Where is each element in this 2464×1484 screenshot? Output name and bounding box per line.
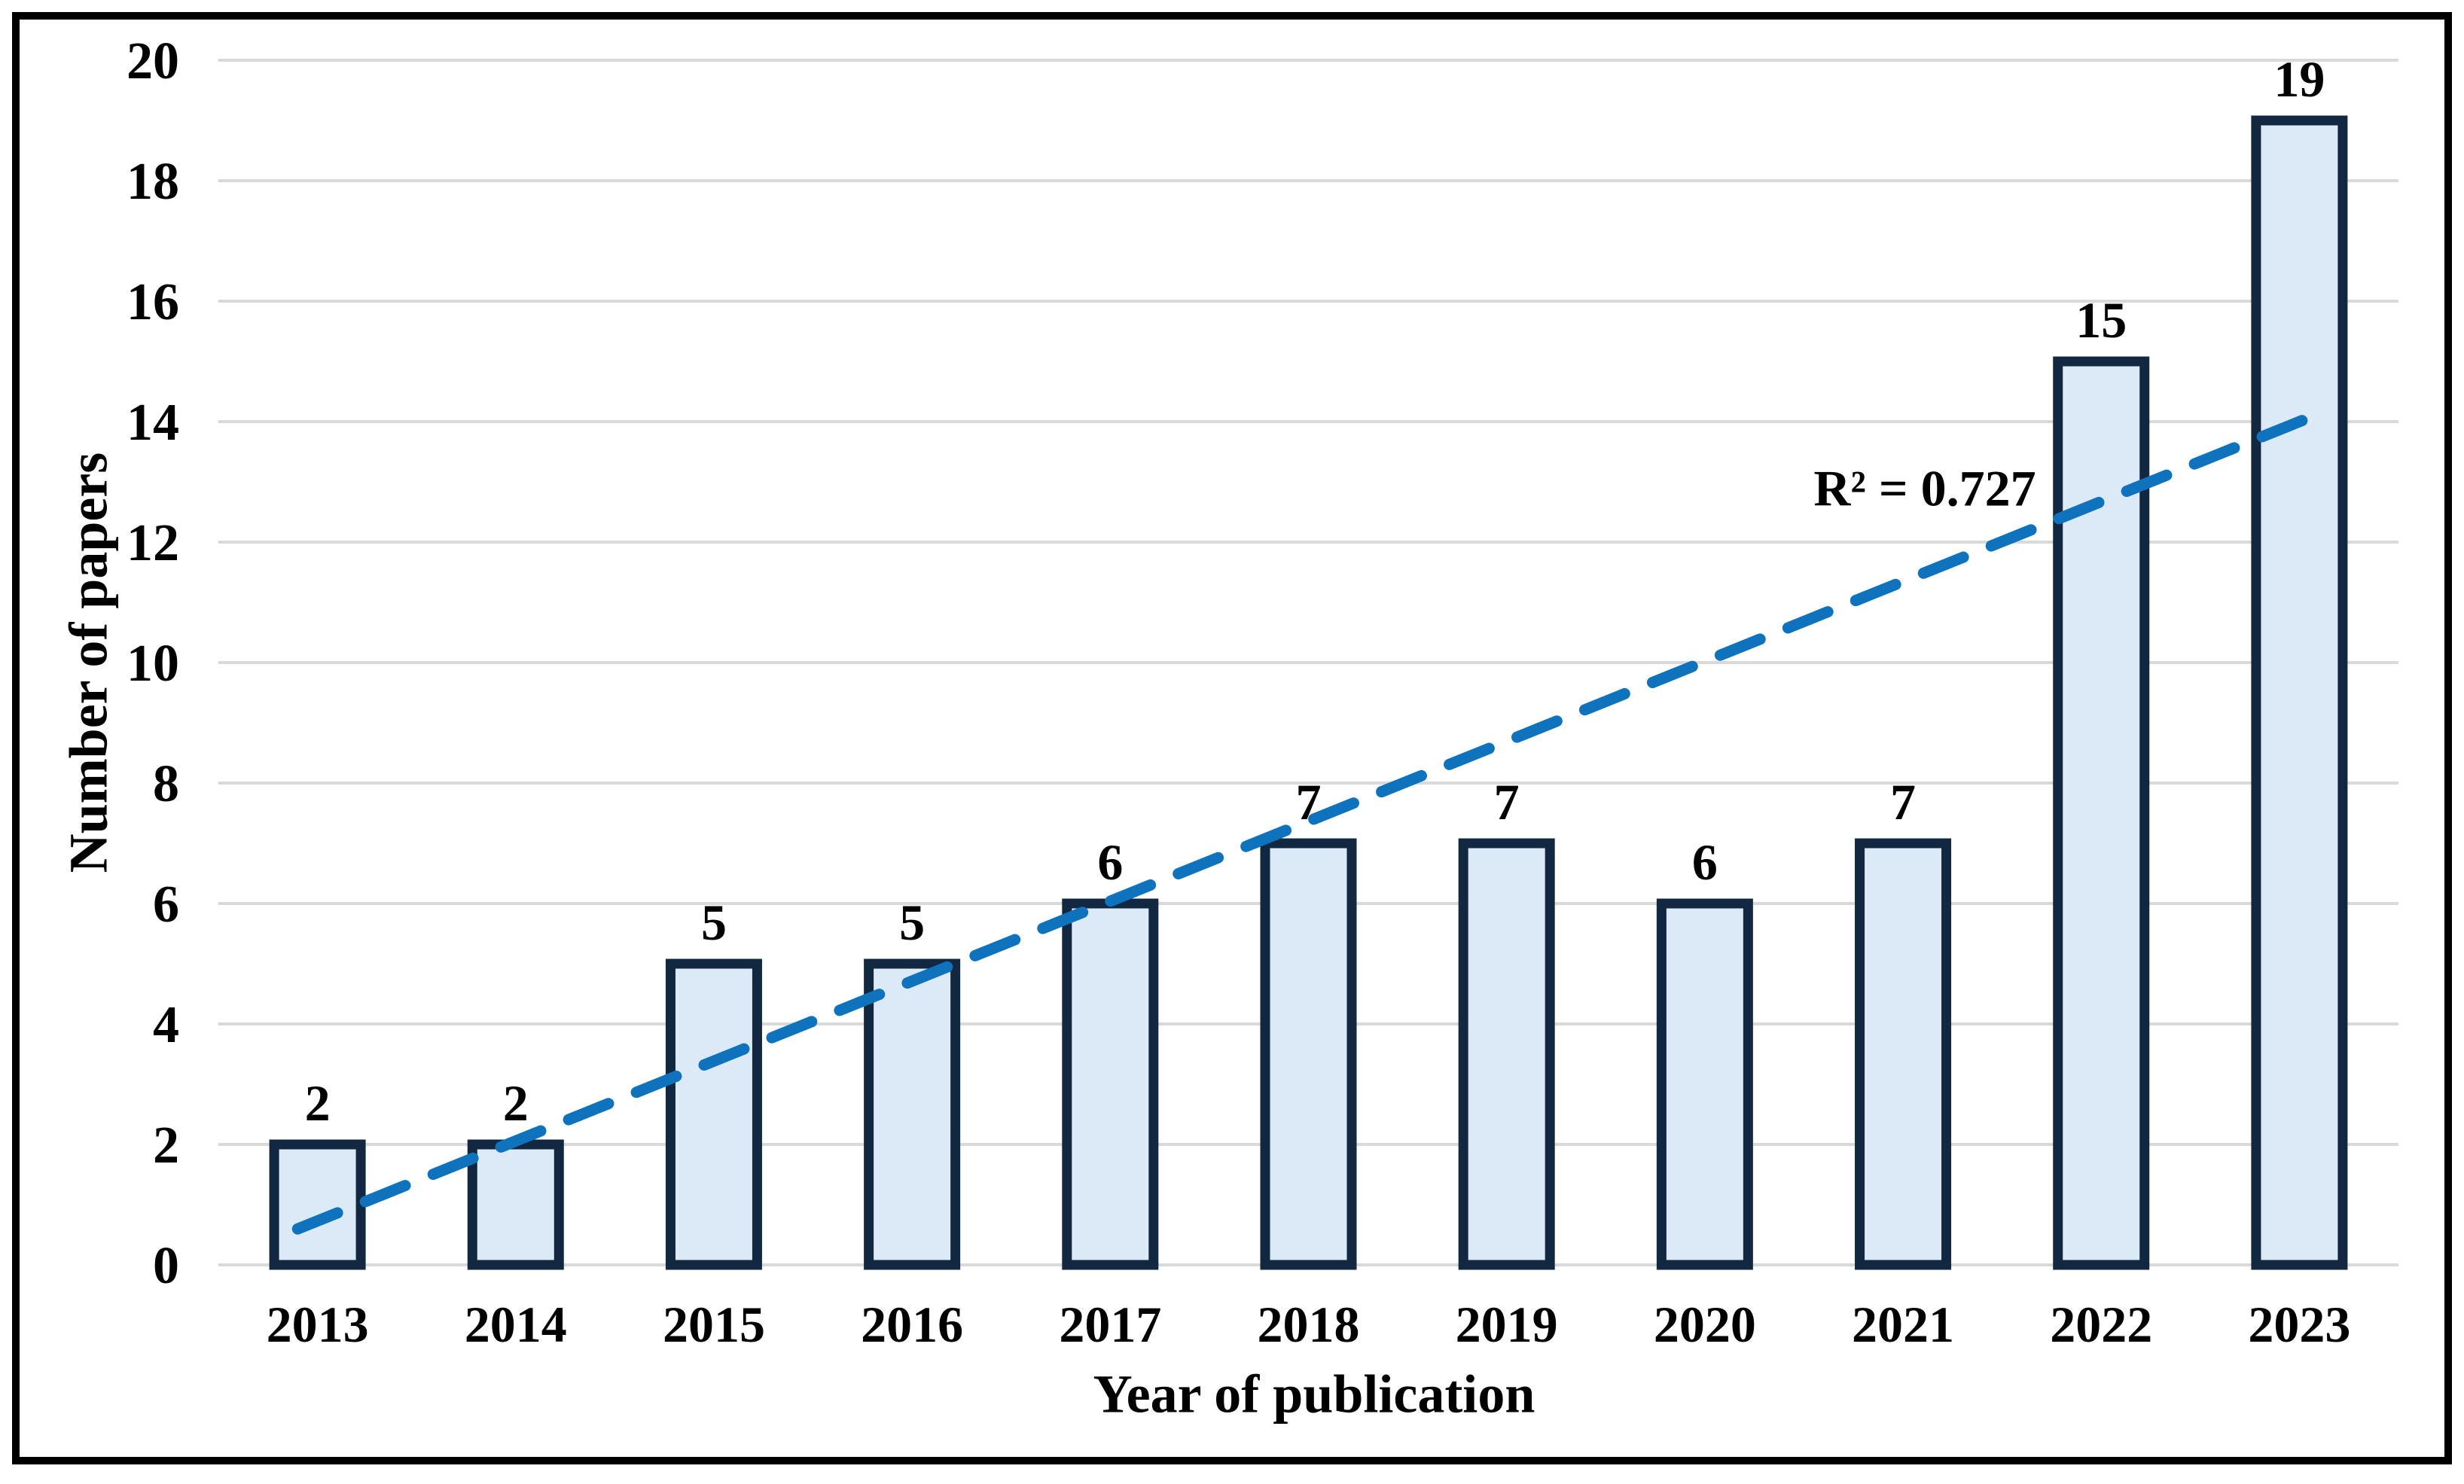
x-axis-tick-labels: 2013 2014 2015 2016 2017 2018 2019 2020 2021 2022… — [267, 1296, 2351, 1353]
bar-value-label: 6 — [1692, 833, 1718, 891]
y-tick-label: 14 — [127, 394, 179, 452]
bar-value-label: 2 — [503, 1074, 529, 1132]
bar-value-label: 6 — [1097, 833, 1123, 891]
bar-2022 — [2053, 356, 2150, 1270]
y-tick-label: 10 — [127, 635, 179, 693]
bar-value-label: 19 — [2273, 50, 2325, 108]
bar-2013 — [269, 1139, 366, 1270]
y-tick-label: 18 — [127, 153, 179, 211]
y-tick-label: 4 — [153, 996, 179, 1054]
r-squared-annotation: R² = 0.727 — [1813, 459, 2036, 517]
bar-value-labels: 2 2 5 5 6 7 7 6 7 15 19 — [305, 50, 2325, 1132]
y-tick-label: 2 — [153, 1117, 179, 1175]
bar-value-label: 7 — [1296, 773, 1322, 830]
trendline — [291, 412, 2316, 1235]
y-tick-label: 6 — [153, 876, 179, 934]
bar-2021 — [1855, 838, 1952, 1270]
x-tick-label: 2023 — [2248, 1296, 2350, 1353]
y-tick-label: 20 — [127, 32, 179, 90]
bar-value-label: 5 — [701, 894, 727, 951]
y-axis-title: Number of papers — [58, 452, 119, 873]
x-tick-label: 2022 — [2050, 1296, 2152, 1353]
bar-2019 — [1458, 838, 1555, 1270]
y-tick-label: 0 — [153, 1237, 179, 1295]
bar-value-label: 5 — [899, 894, 925, 951]
x-tick-label: 2017 — [1059, 1296, 1161, 1353]
x-tick-label: 2016 — [861, 1296, 963, 1353]
x-tick-label: 2019 — [1456, 1296, 1558, 1353]
x-tick-label: 2020 — [1654, 1296, 1756, 1353]
y-axis-tick-labels: 0 2 4 6 8 10 12 14 16 18 20 — [127, 32, 179, 1295]
x-tick-label: 2015 — [663, 1296, 765, 1353]
bar-2015 — [665, 958, 762, 1270]
bar-value-label: 7 — [1890, 773, 1916, 830]
chart-frame-border — [12, 12, 2452, 1464]
bar-value-label: 15 — [2075, 291, 2127, 349]
bar-value-label: 2 — [305, 1074, 331, 1132]
y-tick-label: 8 — [153, 755, 179, 813]
bars — [269, 115, 2348, 1270]
bar-value-label: 7 — [1494, 773, 1520, 830]
x-tick-label: 2021 — [1852, 1296, 1954, 1353]
gridlines — [218, 59, 2398, 1266]
x-tick-label: 2013 — [267, 1296, 369, 1353]
x-axis-title: Year of publication — [1093, 1364, 1535, 1425]
y-tick-label: 16 — [127, 273, 179, 331]
bar-2023 — [2251, 115, 2348, 1270]
bar-2014 — [467, 1139, 564, 1270]
bar-2016 — [864, 958, 961, 1270]
bar-2018 — [1260, 838, 1357, 1270]
x-tick-label: 2014 — [465, 1296, 567, 1353]
y-tick-label: 12 — [127, 514, 179, 572]
bar-2020 — [1656, 898, 1753, 1270]
x-tick-label: 2018 — [1258, 1296, 1360, 1353]
bar-2017 — [1062, 898, 1159, 1270]
